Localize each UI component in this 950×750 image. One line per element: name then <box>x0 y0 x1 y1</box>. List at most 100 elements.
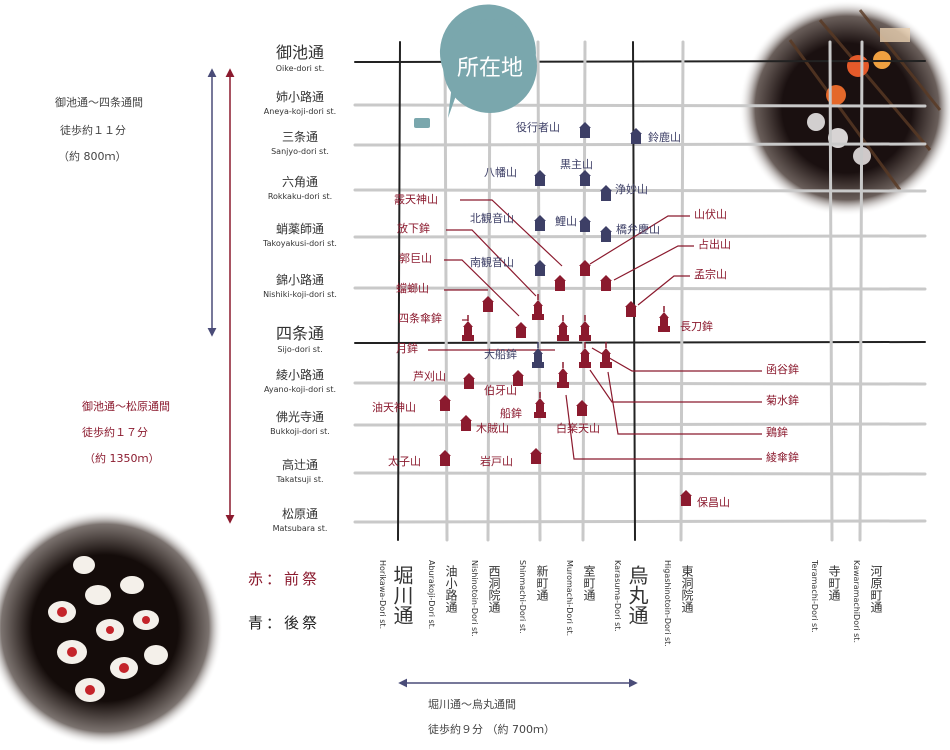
street-label-jp: 綾小路通 <box>276 367 324 382</box>
float-label: 南観音山 <box>470 255 514 269</box>
float-icon <box>600 226 612 242</box>
float-icons <box>439 122 692 506</box>
current-location-label: 所在地 <box>457 56 523 81</box>
street-label-en: Takoyakusi-dori st. <box>262 239 337 248</box>
float-label: 黒主山 <box>560 158 593 171</box>
leader-line <box>446 229 537 297</box>
street-label-en: Horikawa-Dori st. <box>378 560 387 629</box>
leader-line <box>637 275 690 306</box>
float-icon <box>579 170 591 186</box>
street-label-en: Bukkoji-dori st. <box>270 427 330 436</box>
street-label-jp: 寺町通 <box>827 565 841 601</box>
float-icon <box>600 275 612 291</box>
note-line: 御池通～四条通間 <box>55 95 143 109</box>
legend: 赤：前祭 青：後祭 <box>248 570 320 632</box>
street-line <box>353 519 927 524</box>
float-icon <box>532 342 544 368</box>
street-line <box>354 341 926 344</box>
street-label-en: Nishinotoin-Dori st. <box>470 560 479 637</box>
float-icon <box>579 216 591 232</box>
note-line: 御池通～松原通間 <box>82 399 170 413</box>
float-label: 占出山 <box>698 237 731 251</box>
float-icon <box>515 322 527 338</box>
float-icon <box>439 395 451 411</box>
leader-line <box>565 394 762 460</box>
street-line <box>353 103 927 108</box>
float-label: 鈴鹿山 <box>648 130 681 144</box>
street-label-en: Sanjyo-dori st. <box>271 147 329 156</box>
float-label: 蟷螂山 <box>396 282 429 295</box>
legend-ato-matsuri: 青：後祭 <box>248 614 320 632</box>
street-label-en: Takatsuji st. <box>275 475 323 484</box>
float-icon <box>530 448 542 464</box>
street-label-jp: 高辻通 <box>282 457 318 472</box>
note-line: 徒歩約１１分 <box>60 123 126 137</box>
street-label-jp: 室町通 <box>582 564 596 601</box>
street-label-en: Sijo-dori st. <box>277 345 322 354</box>
street-line <box>353 142 927 147</box>
street-label-jp: 御池通 <box>276 43 324 62</box>
float-label: 浄妙山 <box>615 182 648 196</box>
float-icon <box>576 400 588 416</box>
street-label-jp: 河原町通 <box>869 565 883 613</box>
float-icon <box>579 122 591 138</box>
float-label: 油天神山 <box>372 400 416 414</box>
leader-line <box>589 215 690 265</box>
float-label: 保昌山 <box>697 495 730 509</box>
float-label: 孟宗山 <box>694 267 727 281</box>
street-line <box>679 40 685 542</box>
float-icon <box>554 275 566 291</box>
street-label-en: Matsubara st. <box>273 524 328 533</box>
leader-line <box>591 347 762 372</box>
float-icon <box>534 170 546 186</box>
float-icon <box>462 315 474 341</box>
float-icon <box>625 301 637 317</box>
street-label-en: Muromachi-Dori st. <box>565 560 574 636</box>
note-line: 徒歩約９分 （約 700ｍ） <box>428 722 555 736</box>
float-icon <box>557 362 569 388</box>
street-label-jp: 油小路通 <box>444 565 458 613</box>
float-icon <box>557 315 569 341</box>
float-label: 大船鉾 <box>484 347 517 361</box>
float-label: 岩戸山 <box>480 454 513 468</box>
street-label-en: Teramachi-Dori st. <box>810 559 819 633</box>
street-label-jp: 新町通 <box>535 564 549 601</box>
float-icon <box>600 185 612 201</box>
photo-lanterns-top-right <box>739 0 950 216</box>
street-label-jp: 姉小路通 <box>276 89 324 104</box>
float-label: 山伏山 <box>694 207 727 221</box>
note-oike-matsubara: 御池通～松原通間 徒歩約１７分 （約 1350ｍ） <box>82 399 170 465</box>
leader-line <box>444 259 520 317</box>
note-horikawa-karasuma: 堀川通～烏丸通間 徒歩約９分 （約 700ｍ） <box>428 697 555 736</box>
float-label: 太子山 <box>388 455 421 468</box>
float-icon <box>534 392 546 418</box>
float-label: 芦刈山 <box>413 370 446 383</box>
float-label: 鯉山 <box>555 214 577 228</box>
leader-line <box>607 371 762 435</box>
float-label: 霰天神山 <box>394 192 438 206</box>
float-icon <box>512 370 524 386</box>
float-icon <box>579 315 591 341</box>
float-icon <box>482 296 494 312</box>
float-label: 伯牙山 <box>484 383 517 397</box>
street-line <box>397 41 401 541</box>
street-label-jp: 佛光寺通 <box>276 410 324 424</box>
float-label: 長刀鉾 <box>680 319 713 333</box>
float-label: 函谷鉾 <box>766 362 799 376</box>
street-line <box>354 60 926 63</box>
float-label: 北観音山 <box>470 211 514 225</box>
street-label-jp: 四条通 <box>276 324 324 343</box>
float-icon <box>534 215 546 231</box>
street-label-jp: 錦小路通 <box>276 272 324 287</box>
float-label: 郭巨山 <box>399 252 432 265</box>
float-label: 菊水鉾 <box>766 393 799 407</box>
float-icon <box>680 490 692 506</box>
street-label-jp: 堀川通 <box>390 565 414 625</box>
current-location-marker: 所在地 <box>414 4 537 128</box>
street-label-jp: 西洞院通 <box>487 565 501 613</box>
street-line <box>828 40 834 542</box>
street-line <box>353 381 927 386</box>
